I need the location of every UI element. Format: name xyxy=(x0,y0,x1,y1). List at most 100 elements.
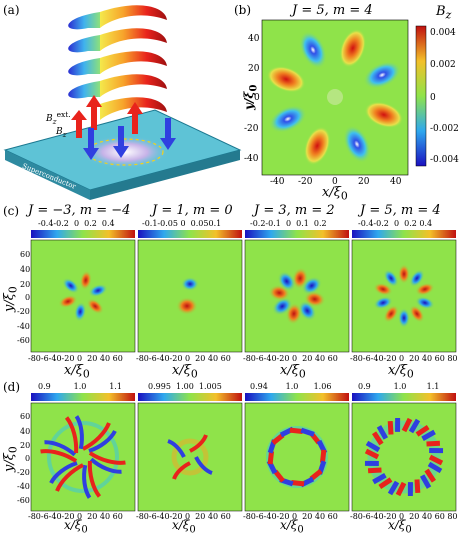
panel-c-xlabel: x/ξ0 xyxy=(172,363,198,381)
panel-d-plot-1 xyxy=(30,402,136,512)
panel-b-xtick: -20 xyxy=(298,177,313,187)
panel-c-colorbar-ticks: -0.4-0.2 0 0.2 0.4 xyxy=(358,219,433,228)
panel-d-xtick: -80-6-40-20 0 20 40 60 80 xyxy=(350,512,458,521)
panel-c-xtick: -80-6-40-20 0 20 40 60 xyxy=(136,354,231,363)
panel-d-plot-3 xyxy=(244,402,350,512)
panel-c-title: J = −3, m = −4 xyxy=(28,203,131,218)
panel-c-colorbar-ticks: -0.4-0.2 0 0.2 0.4 xyxy=(38,219,115,228)
panel-b-xlabel: x/ξ0 xyxy=(322,185,348,203)
panel-d-spiral-4 xyxy=(364,417,444,497)
panel-d-colorbar xyxy=(31,393,135,401)
panel-c-ytick: -60 xyxy=(17,336,30,345)
panel-c-xtick: -80-6-40-20 0 20 40 60 80 xyxy=(350,354,458,363)
panel-d-ytick: -20 xyxy=(17,468,30,477)
panel-b-cbar-tick: 0 xyxy=(430,93,436,103)
panel-d-xlabel: x/ξ0 xyxy=(64,518,88,535)
substrate-top xyxy=(3,109,242,191)
panel-b-colorbar-label: Bz xyxy=(436,4,452,22)
panel-c-lobes-3 xyxy=(268,267,326,325)
panel-c-title: J = 3, m = 2 xyxy=(254,203,335,218)
panel-d-spiral-1 xyxy=(35,410,131,504)
panel-b-ytick: 0 xyxy=(254,93,260,103)
panel-c-colorbar xyxy=(31,230,135,238)
panel-d-xtick: -80-6-40-20 0 20 40 60 xyxy=(136,512,231,521)
field-arrows xyxy=(71,95,176,160)
panel-c-colorbar-ticks: -0.2-0.1 0 0.1 0.2 xyxy=(250,219,327,228)
panel-b-ytick: 20 xyxy=(248,64,260,74)
panel-c-xlabel: x/ξ0 xyxy=(388,363,414,381)
panel-c-label: (c) xyxy=(3,204,20,218)
panel-b-xtick: 40 xyxy=(390,177,402,187)
panel-c-xtick: -80-6-40-20 0 20 40 60 xyxy=(28,354,123,363)
panel-d-plot-2 xyxy=(137,402,243,512)
panel-d-spiral-3 xyxy=(260,420,334,494)
panel-c-ytick: -40 xyxy=(17,322,30,331)
panel-d-colorbar xyxy=(138,393,242,401)
panel-d-ytick: -60 xyxy=(17,496,30,505)
panel-c-colorbar xyxy=(138,230,242,238)
panel-b-ytick: -20 xyxy=(244,124,259,134)
panel-c-plot-4 xyxy=(351,239,457,353)
panel-c-xlabel: x/ξ0 xyxy=(64,363,90,381)
panel-c-ytick: 60 xyxy=(20,250,31,259)
panel-d-ytick: 20 xyxy=(20,441,31,450)
panel-c-plot-3 xyxy=(244,239,350,353)
panel-b-cbar-tick: 0.002 xyxy=(430,60,456,70)
panel-c-title: J = 5, m = 4 xyxy=(360,203,441,218)
panel-d-ytick: -40 xyxy=(17,482,30,491)
panel-b-plot xyxy=(261,19,409,176)
panel-d-xlabel: x/ξ0 xyxy=(388,518,412,535)
panel-c-plot-2 xyxy=(137,239,243,353)
panel-d-ytick: 60 xyxy=(20,412,31,421)
panel-b-title: J = 5, m = 4 xyxy=(292,3,373,18)
panel-d-xlabel: x/ξ0 xyxy=(172,518,196,535)
panel-d-colorbar-ticks: 0.9 1.0 1.1 xyxy=(358,382,440,391)
panel-b-cbar-tick: -0.002 xyxy=(430,124,459,134)
bz-ext-annotation: Bzext. xyxy=(46,110,71,126)
panel-d-xtick: -80-6-40-20 0 20 40 60 xyxy=(243,512,338,521)
panel-c-ytick: 40 xyxy=(20,265,31,274)
panel-d-xlabel: x/ξ0 xyxy=(280,518,304,535)
panel-c-plot-1 xyxy=(30,239,136,353)
panel-b-label: (b) xyxy=(234,3,252,17)
panel-d-colorbar-ticks: 0.9 1.0 1.1 xyxy=(38,382,122,391)
panel-d-plot-4 xyxy=(351,402,457,512)
panel-d-spiral-2 xyxy=(167,434,213,480)
current-loop xyxy=(86,138,164,166)
panel-b-ytick: 40 xyxy=(248,34,260,44)
panel-c-colorbar-ticks: -0.1-0.05 0 0.050.1 xyxy=(142,219,222,228)
panel-c-xlabel: x/ξ0 xyxy=(280,363,306,381)
bz-annotation: Bz xyxy=(56,127,67,139)
substrate-label: Superconductor xyxy=(21,162,78,191)
panel-c-title: J = 1, m = 0 xyxy=(152,203,233,218)
panel-c-ytick: 20 xyxy=(20,280,31,289)
panel-c-xtick: -80-6-40-20 0 20 40 60 xyxy=(243,354,338,363)
panel-d-xtick: -80-6-40-20 0 20 40 60 xyxy=(28,512,123,521)
substrate-front-right xyxy=(90,150,240,200)
panel-c-colorbar xyxy=(245,230,349,238)
panel-c-ytick: 0 xyxy=(25,293,31,302)
panel-b-xtick: 0 xyxy=(332,177,338,187)
helical-beam xyxy=(68,5,167,120)
vortex-spot xyxy=(80,135,170,169)
panel-c-lobes-4 xyxy=(373,264,435,328)
panel-c-lobes-1 xyxy=(58,270,108,322)
panel-c-lobes-2 xyxy=(176,277,199,315)
panel-d-colorbar xyxy=(245,393,349,401)
panel-c-colorbar xyxy=(352,230,456,238)
panel-b-ytick: -40 xyxy=(244,154,259,164)
panel-d-colorbar-ticks: 0.995 1.00 1.005 xyxy=(148,382,222,391)
panel-b-xtick: -40 xyxy=(270,177,285,187)
panel-b-colorbar xyxy=(415,25,427,167)
panel-b-cbar-tick: -0.004 xyxy=(430,155,459,165)
panel-c-ytick: -20 xyxy=(17,307,30,316)
panel-d-ytick: 40 xyxy=(20,427,31,436)
panel-d-colorbar-ticks: 0.94 1.0 1.06 xyxy=(250,382,332,391)
panel-d-label: (d) xyxy=(3,380,21,394)
panel-b-xtick: 20 xyxy=(358,177,370,187)
panel-b-lobes xyxy=(263,26,407,169)
panel-d-ytick: 0 xyxy=(25,454,31,463)
